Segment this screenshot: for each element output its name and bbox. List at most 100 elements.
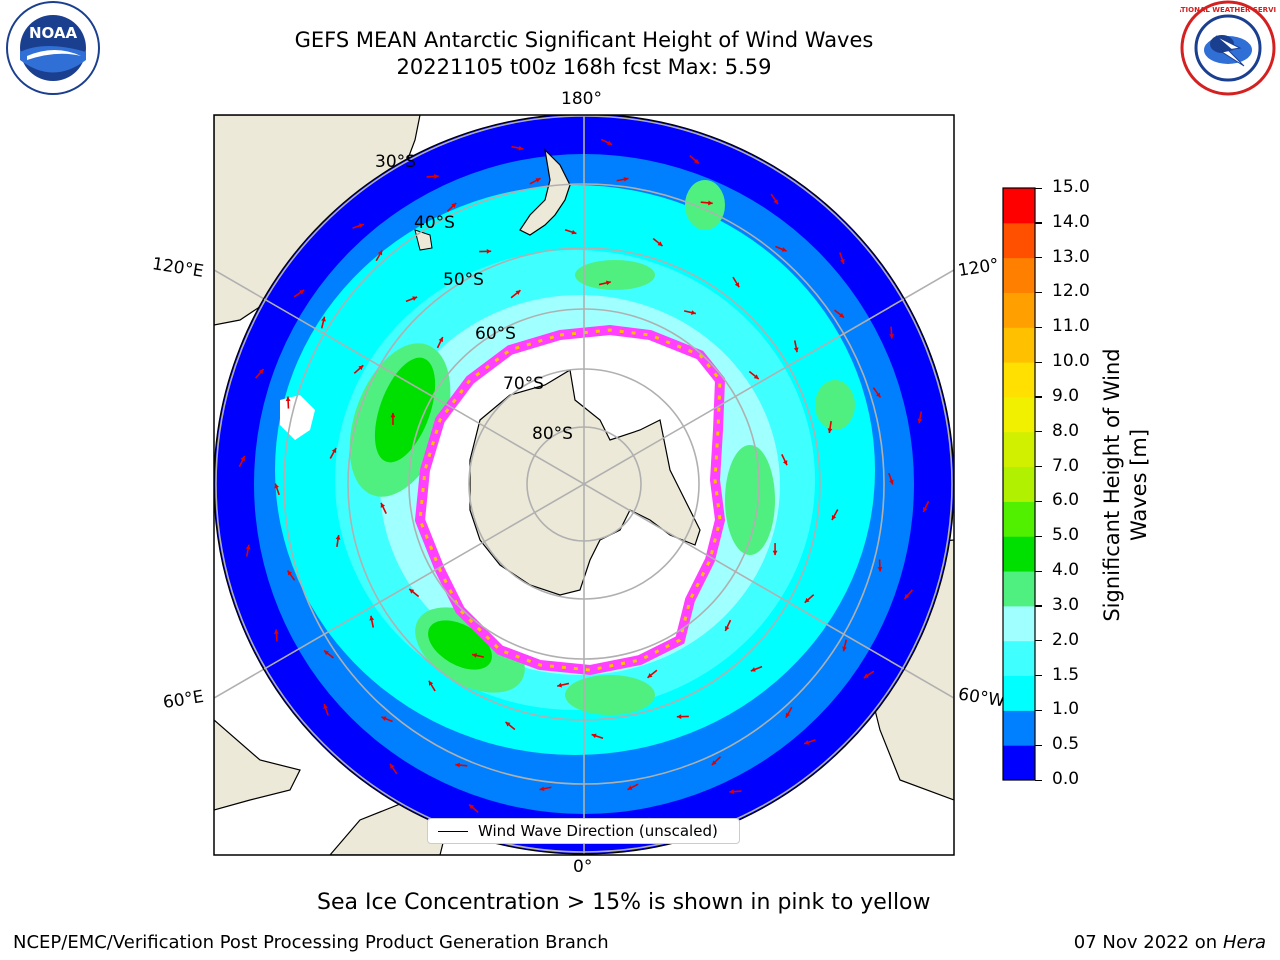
wave-direction-arrowhead [875, 392, 881, 398]
colorbar-tick-label: 5.0 [1052, 525, 1080, 546]
colorbar-segment [1003, 327, 1035, 363]
colorbar-segment [1003, 501, 1035, 537]
colorbar-segment [1003, 257, 1035, 293]
wave-direction-arrowhead [804, 597, 810, 603]
wave-direction-arrowhead [840, 258, 845, 264]
colorbar-tick-mark [1035, 257, 1042, 259]
lat-label-80s: 80°S [532, 424, 573, 444]
wave-direction-arrowhead [842, 646, 847, 652]
colorbar-tick-label: 4.0 [1052, 560, 1080, 581]
wave-direction-arrowhead [438, 337, 443, 343]
wave-direction-arrowhead [877, 566, 883, 572]
colorbar-tick-mark [1035, 396, 1042, 398]
wave-direction-arrowhead [451, 202, 457, 208]
lat-label-70s: 70°S [503, 374, 544, 394]
lon-label-0: 0° [573, 857, 593, 877]
wave-direction-arrowhead [274, 629, 279, 634]
wave-direction-arrowhead [711, 760, 717, 766]
wave-direction-arrowhead [472, 653, 477, 658]
wave-direction-arrowhead [607, 140, 613, 145]
wave-direction-arrowhead [729, 789, 734, 794]
wave-direction-arrowhead [535, 178, 541, 183]
colorbar-tick-mark [1035, 222, 1042, 224]
wave-direction-arrowhead [917, 418, 923, 424]
wave-direction-arrowhead [772, 550, 778, 556]
colorbar-segment [1003, 466, 1035, 502]
wave-direction-arrowhead [750, 667, 756, 672]
colorbar-tick-mark [1035, 779, 1042, 781]
wave-direction-arrowhead [889, 479, 894, 485]
wave-direction-arrowhead [571, 229, 577, 235]
wave-direction-arrowhead [369, 615, 375, 621]
map-subtitle: 20221105 t00z 168h fcst Max: 5.59 [396, 55, 772, 79]
lat-label-30s: 30°S [375, 152, 416, 172]
colorbar-tick-label: 15.0 [1052, 177, 1090, 197]
colorbar-tick-mark [1035, 187, 1042, 189]
wave-direction-arrowhead [827, 428, 833, 434]
colorbar-tick-mark [1035, 291, 1042, 294]
wave-direction-arrowhead [412, 296, 418, 301]
colorbar-tick-mark [1035, 744, 1042, 746]
colorbar-tick-label: 1.5 [1052, 664, 1080, 685]
colorbar-segment [1003, 188, 1035, 224]
svg-text:NOAA: NOAA [29, 24, 78, 42]
wave-direction-arrowhead [904, 594, 910, 599]
colorbar-tick-mark [1035, 431, 1042, 433]
wave-direction-arrowhead [240, 455, 245, 461]
colorbar-tick-mark [1035, 466, 1042, 468]
wave-direction-arrowhead [734, 282, 740, 288]
wave-band-north-center [575, 260, 655, 290]
wave-direction-arrowhead [539, 786, 545, 792]
wave-direction-arrowhead [299, 290, 305, 295]
svg-text:NATIONAL WEATHER SERVICE: NATIONAL WEATHER SERVICE [1180, 6, 1276, 14]
footer-branch: NCEP/EMC/Verification Post Processing Pr… [13, 932, 609, 953]
colorbar-segment [1003, 396, 1035, 433]
wave-direction-arrowhead [515, 290, 521, 295]
colorbar-tick-label: 13.0 [1052, 246, 1090, 267]
wave-direction-arrowhead [793, 347, 799, 353]
colorbar-tick-label: 3.0 [1052, 594, 1080, 615]
wave-direction-arrowhead [486, 248, 492, 254]
colorbar-tick-mark [1035, 570, 1042, 572]
footer-date: 07 Nov 2022 on Hera [1074, 932, 1266, 953]
wave-direction-arrowhead [627, 785, 633, 790]
wave-band-east [725, 445, 775, 555]
colorbar-segment [1003, 292, 1035, 328]
wave-direction-arrowhead [455, 762, 460, 768]
wave-direction-arrowhead [245, 544, 251, 550]
graticule [214, 115, 954, 855]
wave-direction-arrowhead [428, 680, 434, 686]
colorbar-tick-label: 6.0 [1052, 490, 1080, 511]
wave-direction-arrowhead [335, 534, 341, 540]
landmass-africa-south [214, 719, 301, 811]
wave-direction-arrowhead [605, 280, 611, 286]
colorbar-tick-mark [1035, 709, 1042, 712]
wave-direction-arrowhead [390, 412, 396, 418]
wave-direction-arrowhead [753, 374, 759, 379]
colorbar-tick-label: 0.5 [1052, 734, 1080, 755]
colorbar-tick-label: 1.0 [1052, 699, 1080, 720]
colorbar-tick-mark [1035, 361, 1042, 363]
wave-direction-arrowhead [557, 682, 563, 688]
wave-max-west [374, 357, 436, 463]
colorbar-segment [1003, 431, 1035, 468]
wave-direction-arrowhead [923, 507, 928, 513]
wave-direction-arrowhead [287, 570, 293, 576]
footer-machine: Hera [1222, 932, 1266, 953]
wave-direction-arrowhead [358, 365, 364, 371]
colorbar-segment [1003, 536, 1035, 572]
sea-ice-caption: Sea Ice Concentration > 15% is shown in … [317, 890, 931, 915]
lat-label-40s: 40°S [414, 213, 455, 233]
wave-direction-arrowhead [708, 200, 713, 206]
wave-direction-arrowhead [377, 250, 383, 256]
colorbar-tick-label: 9.0 [1052, 385, 1080, 406]
wave-direction-arrowhead [323, 650, 329, 656]
wave-direction-arrowhead [804, 740, 810, 745]
legend-line-sample [438, 831, 468, 832]
wind-wave-direction-arrows [238, 138, 930, 830]
wave-direction-arrowhead [889, 334, 894, 339]
wave-direction-arrowhead [839, 312, 845, 318]
map-boundary [214, 115, 954, 855]
wave-direction-arrowhead [623, 176, 629, 182]
